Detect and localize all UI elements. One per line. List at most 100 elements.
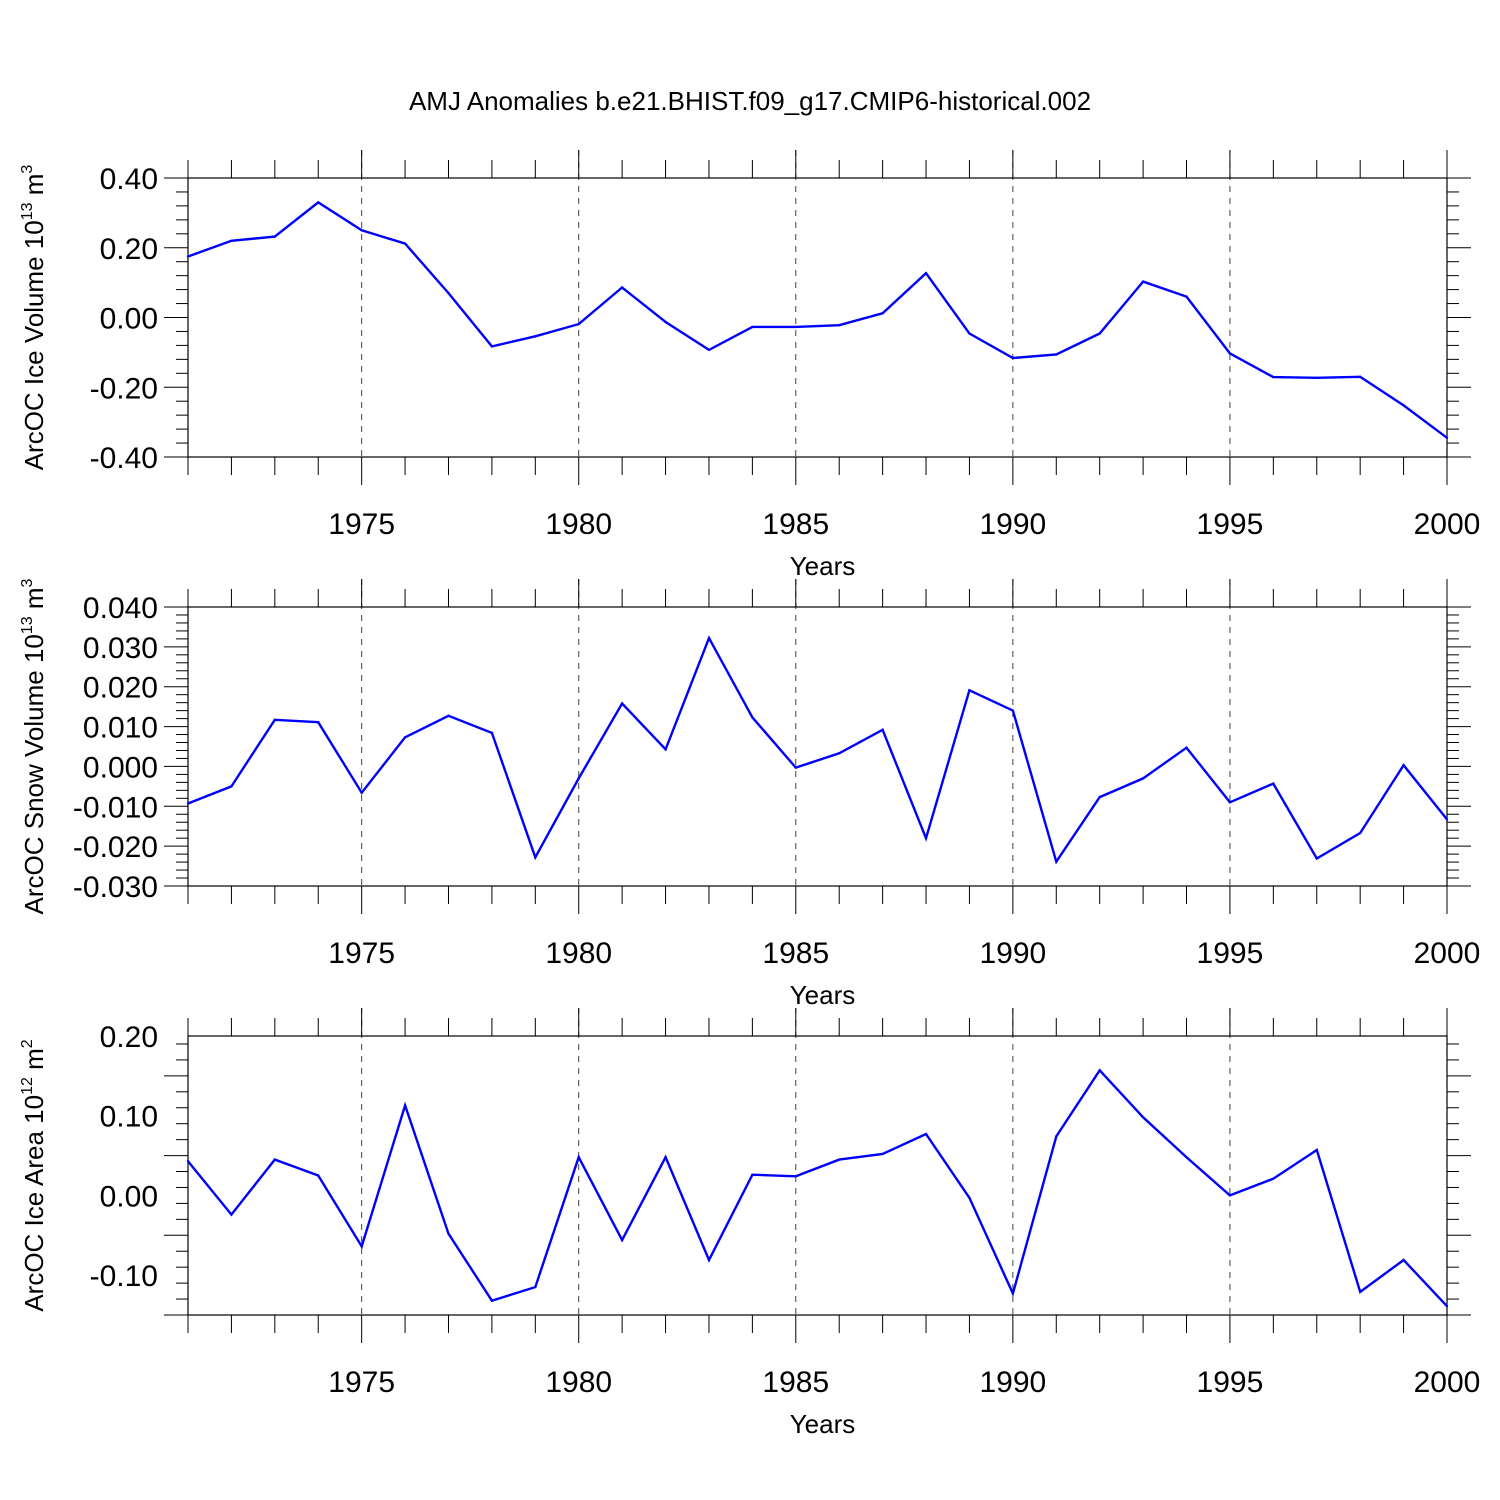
- data-point-1971: [186, 1159, 190, 1163]
- data-point-1988: [924, 836, 928, 840]
- data-point-1998: [1358, 1290, 1362, 1294]
- data-point-1983: [707, 348, 711, 352]
- data-point-1982: [664, 320, 667, 324]
- y-axis-title-part: ArcOC Ice Volume 10: [19, 220, 49, 470]
- data-point-1987: [881, 312, 884, 315]
- data-point-1990: [1011, 356, 1015, 360]
- y-tick-label: -0.020: [73, 831, 158, 864]
- data-point-1986: [838, 1158, 841, 1161]
- x-tick-label: 1985: [762, 1366, 829, 1399]
- data-point-1999: [1402, 1258, 1405, 1262]
- data-point-1973: [273, 1158, 277, 1161]
- data-point-1976: [403, 242, 407, 245]
- data-point-1997: [1315, 1148, 1318, 1152]
- y-tick-label: 0.000: [83, 751, 158, 784]
- x-tick-label: 1995: [1197, 508, 1264, 541]
- x-tick-label: 1980: [545, 937, 612, 970]
- data-point-2000: [1445, 818, 1449, 821]
- y-axis-title-superscript: 13: [19, 616, 36, 634]
- x-axis-title: Years: [790, 551, 856, 581]
- data-point-1979: [534, 856, 537, 859]
- data-point-1987: [881, 728, 884, 731]
- data-point-1991: [1055, 353, 1058, 356]
- data-point-1998: [1358, 831, 1362, 835]
- data-point-1973: [273, 235, 277, 238]
- data-point-1996: [1272, 1177, 1275, 1180]
- series-line: [187, 635, 1448, 865]
- y-tick-label: 0.00: [100, 1180, 158, 1213]
- x-tick-label: 1995: [1197, 1366, 1264, 1399]
- data-point-1981: [620, 702, 624, 705]
- data-point-1980: [577, 777, 580, 780]
- panel-3: 1975 1980 1985 1990 1995 2000 -0.10 0.00 0.10 0.2…: [19, 1008, 1480, 1439]
- data-point-2000: [1445, 1305, 1449, 1308]
- y-axis-title-superscript: 13: [19, 202, 36, 220]
- data-point-1985: [794, 766, 797, 769]
- data-point-1975: [360, 791, 363, 794]
- data-point-1993: [1141, 777, 1145, 780]
- y-tick-label: 0.010: [83, 712, 158, 745]
- y-axis-title-superscript: 2: [19, 1039, 36, 1048]
- data-point-1989: [968, 689, 971, 692]
- y-axis-title: ArcOC Snow Volume 1013 m3: [19, 578, 49, 914]
- data-point-1980: [577, 1155, 580, 1159]
- data-point-1974: [317, 201, 320, 204]
- plot-frame: [187, 177, 1448, 458]
- data-point-1971: [186, 255, 190, 258]
- data-point-1977: [447, 1232, 450, 1235]
- data-point-1991: [1055, 1135, 1058, 1138]
- data-point-2000: [1445, 436, 1449, 440]
- data-point-1991: [1055, 860, 1058, 863]
- y-tick-label: -0.010: [73, 791, 158, 824]
- x-tick-label: 1975: [328, 508, 395, 541]
- data-point-1988: [924, 272, 928, 275]
- data-point-1980: [577, 322, 580, 326]
- y-axis-title-part: ArcOC Snow Volume 10: [19, 634, 49, 914]
- data-point-1982: [664, 1155, 667, 1159]
- data-point-1994: [1185, 295, 1188, 298]
- data-point-1984: [751, 1173, 754, 1176]
- data-point-1987: [881, 1152, 884, 1156]
- data-point-1983: [707, 1258, 711, 1262]
- y-tick-label: 0.020: [83, 672, 158, 705]
- data-point-1992: [1098, 332, 1101, 335]
- data-point-1988: [924, 1132, 928, 1136]
- y-tick-label: 0.030: [83, 632, 158, 665]
- y-tick-label: 0.040: [83, 592, 158, 625]
- data-point-1979: [534, 335, 537, 338]
- data-point-1981: [620, 286, 624, 289]
- y-tick-label: 0.00: [100, 303, 158, 336]
- x-tick-label: 1995: [1197, 937, 1264, 970]
- data-point-1999: [1402, 404, 1405, 407]
- x-axis-title: Years: [790, 1409, 856, 1439]
- y-tick-label: -0.10: [90, 1260, 158, 1293]
- data-point-1996: [1272, 375, 1275, 379]
- x-tick-label: 2000: [1414, 1366, 1481, 1399]
- x-tick-label: 2000: [1414, 508, 1481, 541]
- data-point-1992: [1098, 1069, 1101, 1072]
- y-axis-title-superscript: 12: [19, 1077, 36, 1095]
- x-tick-label: 1990: [979, 508, 1046, 541]
- x-tick-label: 1975: [328, 1366, 395, 1399]
- x-axis-title: Years: [790, 980, 856, 1010]
- data-point-1985: [794, 1175, 797, 1178]
- data-point-1979: [534, 1285, 537, 1289]
- data-point-1983: [707, 636, 711, 640]
- y-tick-label: 0.20: [100, 1021, 158, 1054]
- y-tick-label: 0.10: [100, 1101, 158, 1134]
- data-point-1986: [838, 752, 841, 755]
- x-tick-label: 1975: [328, 937, 395, 970]
- y-tick-label: 0.20: [100, 233, 158, 266]
- y-tick-label: 0.40: [100, 163, 158, 196]
- data-point-1994: [1185, 746, 1188, 749]
- data-point-1976: [403, 736, 407, 739]
- y-tick-label: -0.20: [90, 372, 158, 405]
- data-point-1971: [186, 802, 190, 805]
- data-point-1984: [751, 716, 754, 719]
- data-point-1972: [230, 785, 233, 788]
- data-point-1978: [490, 731, 494, 735]
- y-tick-label: -0.030: [73, 871, 158, 904]
- y-axis-title: ArcOC Ice Volume 1013 m3: [19, 165, 49, 471]
- data-point-1995: [1228, 352, 1232, 355]
